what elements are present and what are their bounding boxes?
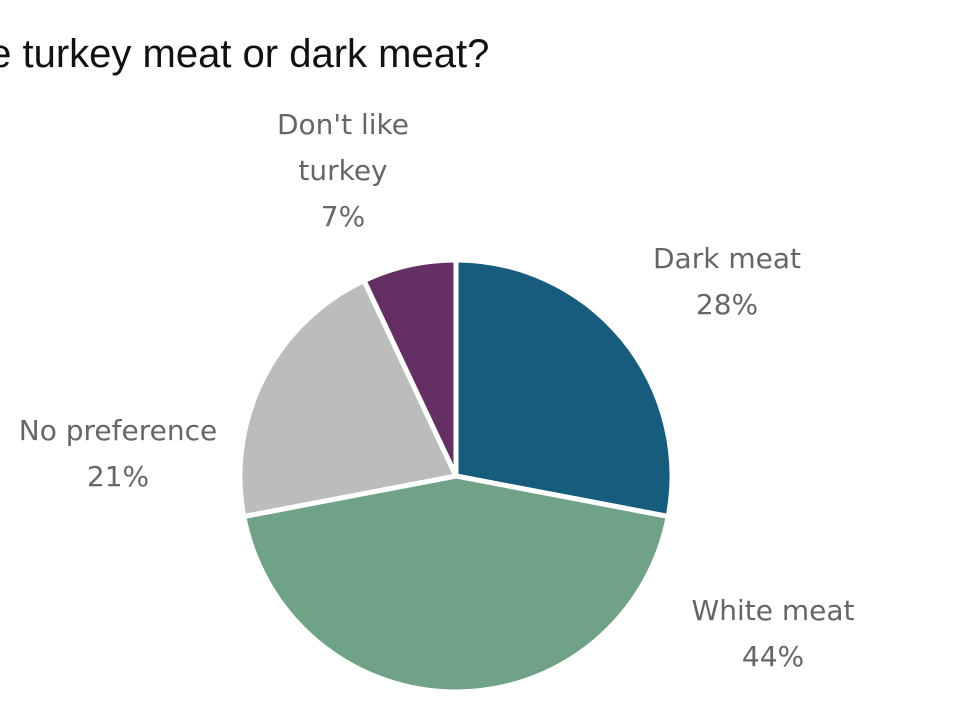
data-label-name: No preference xyxy=(19,414,217,447)
data-label-name: Don't like xyxy=(277,108,409,141)
data-label-value: 28% xyxy=(696,288,758,321)
data-label-value: 44% xyxy=(742,640,804,673)
data-label-value: 21% xyxy=(87,460,149,493)
data-label-white-meat: White meat 44% xyxy=(692,594,855,673)
data-label-don-t-like-turkey: Don't like turkey 7% xyxy=(277,108,409,233)
pie-slice-no-preference xyxy=(237,278,459,519)
data-label-value: 7% xyxy=(321,200,365,233)
pie-slices xyxy=(237,257,675,695)
pie-slice-dark-meat xyxy=(453,257,675,519)
data-label-name: turkey xyxy=(298,154,387,187)
data-labels: Dark meat 28% White meat 44% No preference 21… xyxy=(19,108,855,673)
chart-title: te turkey meat or dark meat? xyxy=(0,32,490,76)
pie-slice-white-meat xyxy=(241,473,671,695)
data-label-dark-meat: Dark meat 28% xyxy=(653,242,801,321)
data-label-name: White meat xyxy=(692,594,855,627)
data-label-name: Dark meat xyxy=(653,242,801,275)
data-label-no-preference: No preference 21% xyxy=(19,414,217,493)
pie-slice-don-t-like-turkey xyxy=(361,257,459,479)
